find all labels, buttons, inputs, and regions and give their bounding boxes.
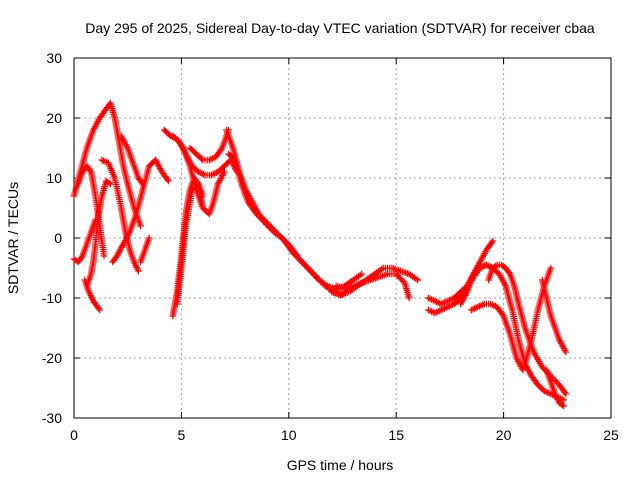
series-track-u: [457, 261, 567, 404]
data-point-markers: [332, 270, 413, 302]
data-point-markers: [70, 216, 99, 266]
data-points: [70, 99, 570, 410]
data-point-markers: [485, 261, 570, 398]
data-point-markers: [118, 132, 146, 188]
data-point-markers: [109, 156, 172, 266]
x-tick-label: 10: [281, 427, 297, 443]
chart-title: Day 295 of 2025, Sidereal Day-to-day VTE…: [85, 20, 595, 36]
data-point-markers: [75, 162, 108, 260]
series-track-c: [75, 162, 108, 260]
data-point-markers: [539, 276, 570, 356]
series-track-m: [169, 132, 241, 179]
data-point-markers: [223, 126, 366, 293]
y-tick-label: 0: [54, 230, 62, 246]
series-track-b: [70, 216, 99, 266]
data-point-markers: [81, 276, 104, 314]
series-track-r: [332, 270, 413, 302]
y-tick-label: 10: [46, 170, 62, 186]
y-tick-label: 30: [46, 50, 62, 66]
x-tick-label: 20: [496, 427, 512, 443]
series-track-g: [109, 156, 172, 266]
x-axis: 0 5 10 15 20 25: [70, 58, 619, 443]
series-track-z: [543, 366, 567, 410]
x-tick-label: 0: [70, 427, 78, 443]
y-tick-label: -20: [42, 350, 62, 366]
data-point-markers: [225, 150, 346, 299]
data-point-markers: [137, 234, 153, 266]
y-tick-label: -10: [42, 290, 62, 306]
series-track-p: [225, 150, 346, 299]
x-axis-label: GPS time / hours: [287, 457, 394, 473]
y-tick-label: 20: [46, 110, 62, 126]
data-point-markers: [457, 261, 567, 404]
data-point-markers: [186, 126, 232, 164]
series-track-v: [468, 300, 527, 374]
x-tick-label: 15: [388, 427, 404, 443]
grid-lines: [74, 58, 611, 418]
y-axis-label: SDTVAR / TECUs: [5, 182, 21, 294]
series-track-y: [539, 276, 570, 356]
series-track-e: [81, 276, 104, 314]
x-tick-label: 25: [603, 427, 619, 443]
data-point-markers: [468, 300, 527, 374]
x-tick-label: 5: [178, 427, 186, 443]
series-track-i: [137, 234, 153, 266]
y-tick-label: -30: [42, 410, 62, 426]
series-track-n: [186, 126, 232, 164]
series-track-o: [223, 126, 366, 293]
series-track-h: [118, 132, 146, 188]
data-point-markers: [543, 366, 567, 410]
series-track-w: [485, 261, 570, 398]
data-point-markers: [169, 132, 241, 179]
